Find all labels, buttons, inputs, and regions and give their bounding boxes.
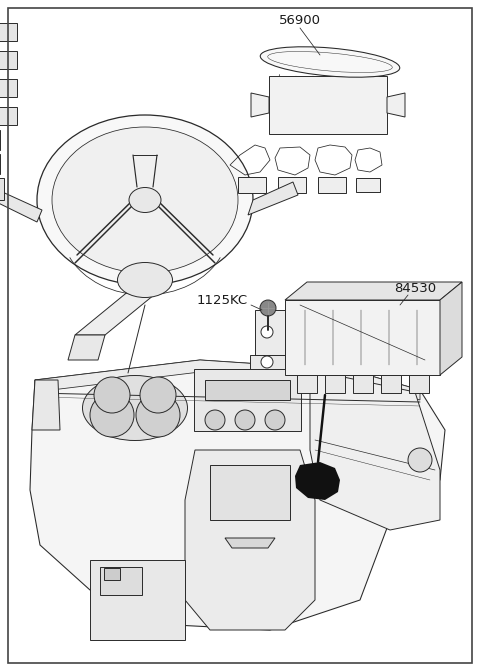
Polygon shape xyxy=(387,93,405,117)
Polygon shape xyxy=(250,355,285,375)
Circle shape xyxy=(140,377,176,413)
Ellipse shape xyxy=(37,115,253,285)
Polygon shape xyxy=(0,185,42,222)
Circle shape xyxy=(94,377,130,413)
Polygon shape xyxy=(248,182,298,215)
Bar xyxy=(0,51,17,69)
Bar xyxy=(0,107,17,125)
Bar xyxy=(318,177,346,193)
Polygon shape xyxy=(68,335,105,360)
Polygon shape xyxy=(90,560,185,640)
Polygon shape xyxy=(310,370,440,530)
Bar xyxy=(0,79,17,97)
Bar xyxy=(297,375,317,393)
Circle shape xyxy=(408,448,432,472)
Bar xyxy=(100,567,142,595)
Ellipse shape xyxy=(83,376,188,440)
Circle shape xyxy=(136,393,180,437)
Polygon shape xyxy=(30,360,445,630)
Bar xyxy=(381,375,401,393)
Polygon shape xyxy=(285,282,462,300)
Bar xyxy=(278,177,306,193)
Polygon shape xyxy=(35,360,420,400)
Ellipse shape xyxy=(52,127,238,273)
Polygon shape xyxy=(440,282,462,375)
Circle shape xyxy=(235,410,255,430)
Polygon shape xyxy=(251,93,269,117)
Bar xyxy=(285,300,440,375)
FancyBboxPatch shape xyxy=(194,369,301,431)
Ellipse shape xyxy=(118,262,172,297)
Circle shape xyxy=(265,410,285,430)
Bar xyxy=(104,568,120,580)
Bar xyxy=(205,380,290,400)
Bar xyxy=(269,76,387,134)
Text: 84530: 84530 xyxy=(394,282,436,295)
Polygon shape xyxy=(185,450,315,630)
Polygon shape xyxy=(32,380,60,430)
Bar xyxy=(238,177,266,193)
Bar xyxy=(0,23,17,41)
Circle shape xyxy=(205,410,225,430)
Polygon shape xyxy=(255,310,285,355)
Text: 56900: 56900 xyxy=(279,13,321,26)
Polygon shape xyxy=(75,290,160,335)
Bar xyxy=(0,178,4,200)
Text: 1125KC: 1125KC xyxy=(196,293,248,307)
Circle shape xyxy=(90,393,134,437)
Bar xyxy=(210,465,290,520)
Bar xyxy=(356,178,380,192)
Polygon shape xyxy=(225,538,275,548)
Circle shape xyxy=(260,300,276,316)
Bar xyxy=(325,375,345,393)
Circle shape xyxy=(261,356,273,368)
Polygon shape xyxy=(295,462,340,500)
Ellipse shape xyxy=(129,187,161,213)
Bar xyxy=(353,375,373,393)
Ellipse shape xyxy=(260,47,400,77)
Bar xyxy=(409,375,429,393)
Circle shape xyxy=(261,326,273,338)
